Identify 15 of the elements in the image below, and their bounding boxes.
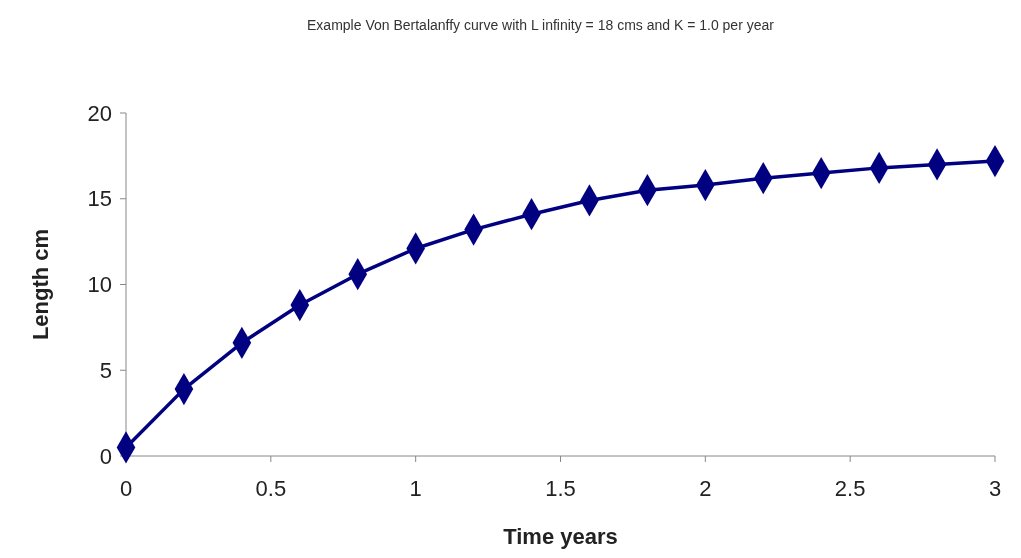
x-axis-title: Time years [503,524,618,549]
x-tick-label: 1 [409,476,422,501]
x-tick-label: 2 [699,476,712,501]
x-tick-label: 0 [119,476,133,501]
y-axis-title: Length cm [28,228,53,341]
y-tick-label: 20 [87,100,112,126]
x-tick-label: 3 [988,476,1002,501]
y-tick-label: 5 [99,357,112,383]
y-tick-label: 15 [87,186,112,212]
x-tick-label: 1.5 [545,476,576,501]
x-tick-label: 0.5 [255,476,287,501]
chart-title: Example Von Bertalanffy curve with L infinity = 18 cms and K = 1.0 per year [307,17,775,33]
x-tick-label: 2.5 [834,476,866,501]
y-tick-label: 0 [99,443,112,469]
y-tick-label: 10 [87,272,112,298]
